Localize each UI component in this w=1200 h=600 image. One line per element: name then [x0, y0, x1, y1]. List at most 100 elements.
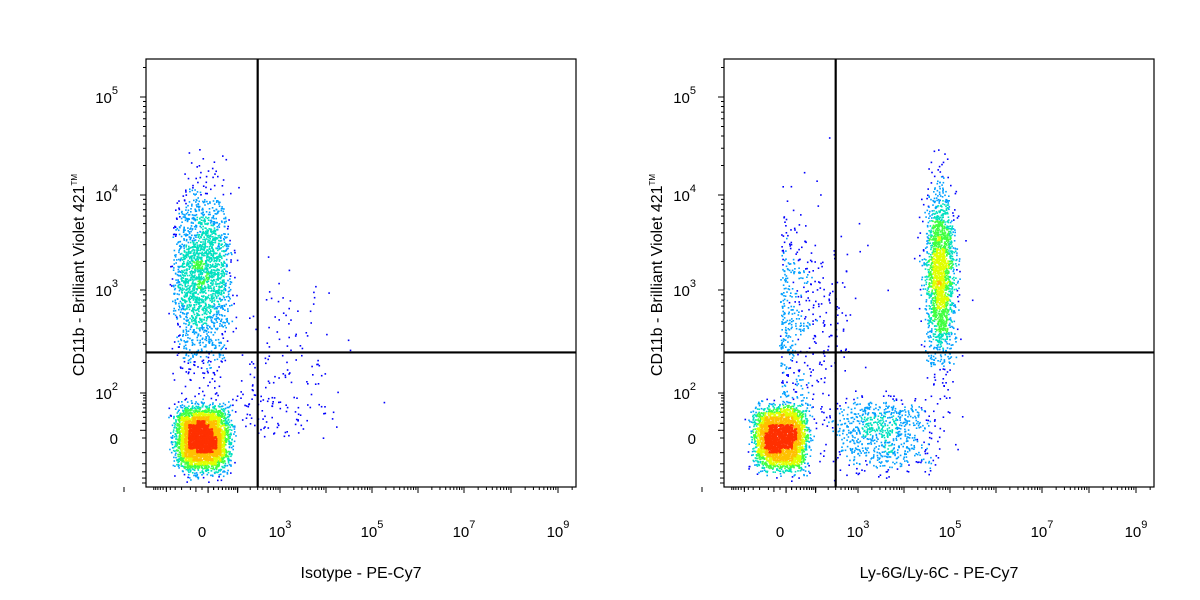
- event-dot: [200, 283, 203, 285]
- event-dot: [195, 303, 197, 306]
- event-dot: [213, 272, 215, 274]
- event-dot: [175, 217, 178, 220]
- event-dot: [183, 473, 186, 476]
- event-dot: [227, 431, 230, 433]
- event-dot: [203, 232, 206, 234]
- event-dot: [191, 406, 194, 408]
- event-dot: [193, 320, 196, 322]
- event-dot: [191, 264, 193, 267]
- event-dot: [179, 439, 182, 442]
- event-dot: [211, 298, 213, 301]
- event-dot: [182, 262, 185, 265]
- event-dot: [186, 441, 189, 443]
- event-dot: [225, 427, 227, 430]
- event-dot: [222, 475, 225, 478]
- event-dot: [191, 421, 193, 424]
- event-dot: [201, 406, 204, 408]
- event-dot: [214, 266, 217, 269]
- event-dot: [188, 454, 191, 456]
- event-dot: [206, 408, 209, 410]
- event-dot: [189, 368, 192, 371]
- event-dot: [222, 263, 224, 266]
- event-dot: [179, 434, 181, 437]
- event-dot: [210, 413, 212, 416]
- event-dot: [195, 278, 197, 281]
- event-dot: [213, 231, 215, 234]
- event-dot: [202, 299, 205, 301]
- event-dot: [178, 451, 181, 453]
- event-dot: [216, 212, 219, 214]
- event-dot: [223, 435, 226, 438]
- event-dot: [206, 370, 209, 373]
- event-dot: [209, 367, 211, 369]
- event-dot: [196, 216, 199, 219]
- event-dot: [190, 479, 192, 481]
- event-dot: [214, 257, 216, 259]
- event-dot: [195, 409, 197, 411]
- event-dot: [188, 418, 190, 421]
- event-dot: [193, 279, 195, 281]
- event-dot: [204, 241, 206, 244]
- event-dot: [192, 310, 195, 313]
- event-dot: [267, 397, 270, 400]
- event-dot: [227, 427, 229, 429]
- event-dot: [278, 377, 280, 379]
- event-dot: [203, 467, 206, 469]
- event-dot: [225, 296, 228, 298]
- event-dot: [183, 360, 186, 363]
- event-dot: [174, 272, 177, 275]
- event-dot: [187, 298, 190, 300]
- event-dot: [204, 296, 207, 298]
- event-dot: [216, 226, 219, 228]
- event-dot: [221, 428, 223, 431]
- event-dot: [207, 311, 209, 313]
- event-dot: [183, 430, 186, 433]
- event-dot: [221, 306, 224, 309]
- event-dot: [196, 252, 198, 255]
- event-dot: [183, 318, 185, 320]
- event-dot: [190, 455, 193, 457]
- event-dot: [217, 394, 219, 397]
- event-dot: [174, 423, 176, 425]
- event-dot: [187, 407, 189, 410]
- event-dot: [227, 225, 229, 228]
- event-dot: [222, 354, 224, 357]
- event-dot: [203, 402, 205, 404]
- event-dot: [188, 286, 191, 289]
- event-dot: [214, 380, 216, 383]
- event-dot: [180, 430, 182, 432]
- event-dot: [215, 416, 217, 419]
- event-dot: [212, 263, 214, 266]
- event-dot: [228, 452, 231, 455]
- event-dot: [168, 407, 171, 410]
- event-dot: [223, 427, 226, 430]
- event-dot: [211, 300, 213, 303]
- event-dot: [173, 416, 175, 418]
- event-dot: [194, 455, 196, 457]
- event-dot: [212, 232, 215, 234]
- event-dot: [197, 203, 199, 205]
- event-dot: [189, 190, 191, 193]
- event-dot: [177, 422, 179, 425]
- event-dot: [188, 422, 190, 424]
- event-dot: [214, 411, 216, 413]
- event-dot: [228, 424, 230, 426]
- event-dot: [230, 192, 232, 195]
- event-dot: [219, 460, 221, 462]
- event-dot: [198, 458, 201, 460]
- event-dot: [229, 459, 231, 462]
- event-dot: [202, 219, 205, 222]
- event-dot: [200, 262, 202, 264]
- event-dot: [186, 304, 189, 306]
- event-dot: [235, 327, 237, 330]
- event-dot: [185, 189, 187, 192]
- event-dot: [195, 405, 197, 408]
- event-dot: [207, 464, 209, 467]
- event-dot: [198, 206, 200, 209]
- event-dot: [170, 265, 172, 268]
- event-dot: [197, 403, 200, 406]
- event-dot: [196, 296, 199, 299]
- event-dot: [196, 454, 198, 457]
- event-dot: [187, 476, 189, 479]
- event-dot: [220, 422, 222, 424]
